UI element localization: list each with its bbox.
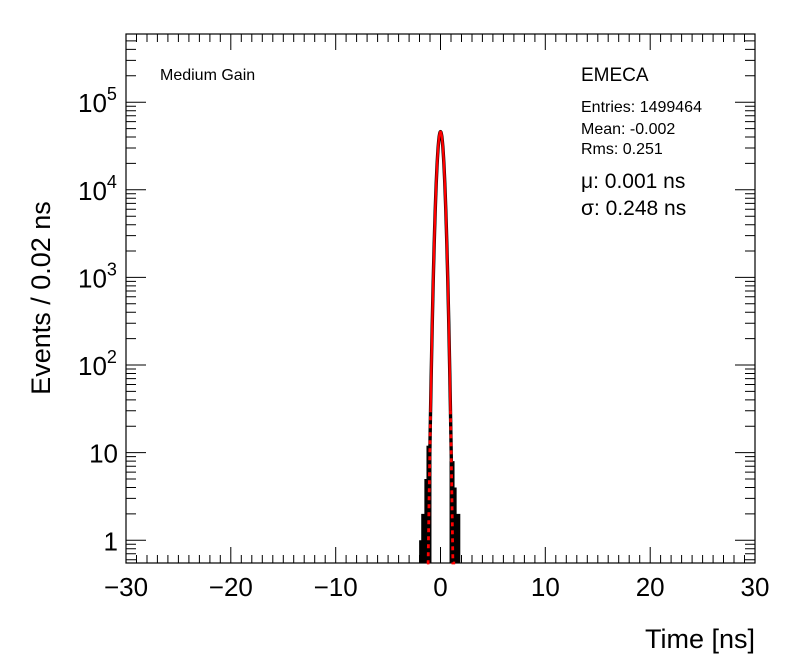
x-tick-labels: −30 −20 −10 0 10 20 30: [104, 572, 770, 602]
fit-curve-extrapolation-right: [449, 410, 456, 565]
fit-curve-extrapolation-left: [426, 411, 432, 565]
x-tick-label: −20: [209, 572, 253, 602]
fit-mu: μ: 0.001 ns: [581, 170, 685, 193]
stats-mean: Mean: -0.002: [581, 121, 675, 138]
y-tick-label: 10: [89, 439, 118, 469]
y-tick-label: 1: [104, 526, 118, 556]
x-tick-label: 0: [433, 572, 447, 602]
x-tick-label: 10: [531, 572, 560, 602]
y-tick-label: 103: [78, 259, 117, 293]
histogram-bin: [421, 513, 427, 563]
tick-marks: [125, 33, 756, 563]
y-tick-label: 102: [78, 347, 117, 381]
stats-rms: Rms: 0.251: [581, 141, 663, 158]
gain-label: Medium Gain: [160, 67, 255, 84]
histogram-bin: [455, 513, 461, 563]
x-tick-label: −30: [104, 572, 148, 602]
x-tick-label: 20: [636, 572, 665, 602]
y-axis-title: Events / 0.02 ns: [26, 201, 56, 395]
x-tick-label: −10: [314, 572, 358, 602]
axis-ticks: [125, 33, 756, 563]
detector-label: EMECA: [581, 65, 649, 86]
y-tick-labels: 1 10 102 103 104 105: [78, 84, 118, 556]
histogram-bin: [451, 487, 457, 563]
x-tick-label: 30: [741, 572, 770, 602]
y-tick-label: 105: [78, 84, 117, 118]
fit-sigma: σ: 0.248 ns: [581, 197, 686, 220]
fit-curve: [429, 130, 452, 412]
y-tick-label: 104: [78, 172, 117, 206]
histogram-bars: [419, 129, 461, 563]
stats-entries: Entries: 1499464: [581, 99, 702, 116]
x-axis-title: Time [ns]: [645, 624, 755, 654]
